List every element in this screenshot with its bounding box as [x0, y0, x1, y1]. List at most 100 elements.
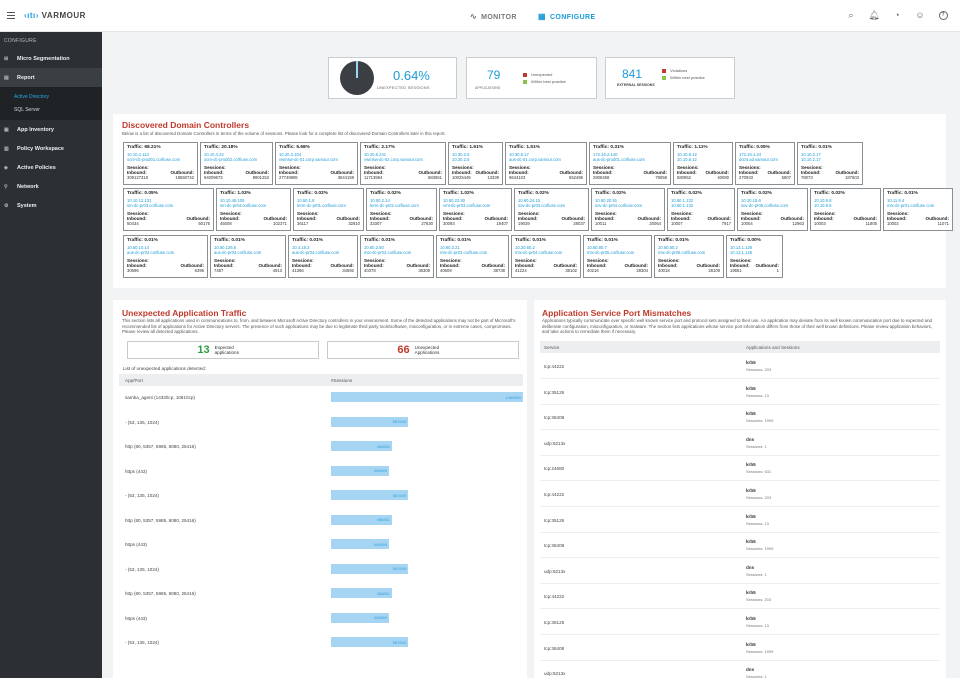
dc-ip-link[interactable]: 10.60.22.80	[443, 198, 466, 203]
dc-tile[interactable]: Traffic: 0.01% 10.60.80.2 mtx-dc-pr06.corf…	[654, 235, 724, 278]
dc-host-link[interactable]: 10.10.9.8	[814, 203, 832, 208]
dc-tile[interactable]: Traffic: 0.02% 10.50.1.8 term-dc-pr01.corf…	[293, 188, 364, 231]
dc-host-link[interactable]: aus-dc-pr04.corfiuse.com	[292, 250, 340, 255]
dc-tile[interactable]: Traffic: 0.31% 172.16.2.140 aus-dc-prod01.…	[589, 142, 671, 185]
dc-host-link[interactable]: sov-dc-pr04.corfiuse.com	[595, 203, 643, 208]
table-row[interactable]: - (53, 135, 1024) 587645	[119, 486, 523, 510]
dc-tile[interactable]: Traffic: 0.02% 10.50.2.14 term-dc-pr02.cor…	[366, 188, 437, 231]
dc-ip-link[interactable]: 10.10.18.6	[741, 198, 761, 203]
dc-ip-link[interactable]: 10.30.2.5	[452, 152, 470, 157]
dc-ip-link[interactable]: 10.60.10.14	[127, 245, 150, 250]
dc-ip-link[interactable]: 10.50.2.14	[370, 198, 390, 203]
dc-host-link[interactable]: 10.30.2.5	[452, 157, 470, 162]
dc-ip-link[interactable]: 10.60.3.21	[440, 245, 460, 250]
dc-tile[interactable]: Traffic: 0.01% 10.4.18.3 aus-dc-pr04.corfi…	[288, 235, 358, 278]
dc-ip-link[interactable]: 10.60.2.50	[364, 245, 384, 250]
expected-apps-box[interactable]: 13 Expected applications	[127, 341, 319, 359]
dc-tile[interactable]: Traffic: 0.02% 10.60.1.132 10.60.1.132 Sess…	[667, 188, 735, 231]
dc-ip-link[interactable]: 10.10.2.113	[127, 152, 149, 157]
sidebar-item-policy-workspace[interactable]: ▥ Policy Workspace	[0, 139, 102, 158]
table-row[interactable]: tcp:35125 krb5 Sessions: 13	[540, 381, 940, 405]
dc-tile[interactable]: Traffic: 0.00% 10.13.1.126 10.13.1.126 Sess…	[726, 235, 783, 278]
table-row[interactable]: tcp:35125 krb5 Sessions: 13	[540, 509, 940, 533]
dc-ip-link[interactable]: 10.10.9.8	[814, 198, 832, 203]
table-row[interactable]: tcp:44222 krb5 Sessions: 203	[540, 355, 940, 379]
dc-ip-link[interactable]: 172.16.1.24	[739, 152, 762, 157]
dc-tile[interactable]: Traffic: 1.11% 10.10.8.12 10.10.8.12 Sessio…	[673, 142, 733, 185]
dc-ip-link[interactable]: 10.60.126.5	[214, 245, 237, 250]
dc-tile[interactable]: Traffic: 0.01% 10.11.9.4 mtx-dc-pr01.corfi…	[883, 188, 953, 231]
dc-ip-link[interactable]: 10.50.1.8	[297, 198, 315, 203]
dc-host-link[interactable]: ocm-dc-prod01.corfiuse.com	[127, 157, 181, 162]
table-row[interactable]: http (80, 5357, 5985, 8080, 25416) 466831	[119, 511, 523, 535]
dc-tile[interactable]: Traffic: 0.02% 10.60.20.91 sov-dc-pr04.cor…	[591, 188, 665, 231]
user-icon[interactable]: ☺	[915, 10, 925, 20]
dc-tile[interactable]: Traffic: 1.51% 10.30.5.17 aus-dc-01.corp.v…	[505, 142, 587, 185]
table-row[interactable]: tcp:36408 krb5 Sessions: 1999	[540, 406, 940, 431]
sidebar-subitem-sql-server[interactable]: SQL Server	[14, 106, 40, 113]
bell-icon[interactable]: 🔔︎	[868, 9, 880, 20]
table-row[interactable]: https (443) 440659	[119, 609, 523, 633]
dc-host-link[interactable]: aus-dc-01.corp.vamour.com	[509, 157, 561, 162]
dc-tile[interactable]: Traffic: 0.01% 10.60.3.21 mtx-dc-pr03.corf…	[436, 235, 509, 278]
sidebar-item-network[interactable]: ⚲ Network	[0, 177, 102, 196]
dc-tile[interactable]: Traffic: 20.18% 10.10.4.22 ocm-dc-prod02.c…	[200, 142, 273, 185]
sidebar-item-active-policies[interactable]: ◈ Active Policies	[0, 158, 102, 177]
dc-tile[interactable]: Traffic: 0.01% 10.10.2.17 10.10.2.17 Sessio…	[797, 142, 863, 185]
table-row[interactable]: https (443) 440659	[119, 462, 523, 486]
dc-tile[interactable]: Traffic: 0.01% 10.60.10.14 aus-dc-pr02.cor…	[123, 235, 208, 278]
dc-host-link[interactable]: 10.60.1.132	[671, 203, 694, 208]
pie-icon[interactable]: ◔	[894, 10, 900, 20]
dc-host-link[interactable]: term-dc-pr01.corfiuse.com	[297, 203, 346, 208]
dc-host-link[interactable]: sov-dc-pr03.corfiuse.com	[518, 203, 566, 208]
dc-ip-link[interactable]: 10.4.18.3	[292, 245, 310, 250]
dc-host-link[interactable]: aus-dc-pr03.corfiuse.com	[214, 250, 262, 255]
table-row[interactable]: - (53, 135, 1024) 587645	[119, 633, 523, 657]
dc-tile[interactable]: Traffic: 1.61% 10.30.2.5 10.30.2.5 Sessions…	[448, 142, 503, 185]
dc-ip-link[interactable]: 10.10.46.105	[220, 198, 245, 203]
table-row[interactable]: http (80, 5357, 5985, 8080, 25416) 466831	[119, 584, 523, 608]
dc-host-link[interactable]: vwmsw-dc-02.corp.vamour.com	[364, 157, 423, 162]
table-row[interactable]: tcp:35125 krb5 Sessions: 13	[540, 611, 940, 635]
dc-host-link[interactable]: mtx-dc-pr01.corfiuse.com	[887, 203, 935, 208]
dc-ip-link[interactable]: 10.11.9.4	[887, 198, 905, 203]
dc-host-link[interactable]: vwmsw-dc-01.corp.vamour.com	[279, 157, 338, 162]
dc-tile[interactable]: Traffic: 0.02% 10.10.18.6 sov-dc-pr05.corf…	[737, 188, 808, 231]
dc-tile[interactable]: Traffic: 2.17% 10.20.6.241 vwmsw-dc-02.cor…	[360, 142, 446, 185]
dc-ip-link[interactable]: 10.10.2.17	[801, 152, 821, 157]
table-row[interactable]: tcp:24680 krb5 Sessions: 631	[540, 457, 940, 482]
dc-tile[interactable]: Traffic: 0.05% 172.16.1.24 dc04.ad.vamour.…	[735, 142, 795, 185]
dc-host-link[interactable]: sm-dc-pr04.corfiuse.com	[220, 203, 267, 208]
dc-host-link[interactable]: 10.13.1.126	[730, 250, 753, 255]
dc-tile[interactable]: Traffic: 1.02% 10.60.22.80 vmt-dc-pr03.cor…	[439, 188, 512, 231]
sidebar-item-report[interactable]: ▤ Report	[0, 68, 102, 87]
nav-monitor[interactable]: ∿ MONITOR	[470, 12, 517, 21]
sidebar-item-micro-segmentation[interactable]: ⊞ Micro Segmentation	[0, 49, 102, 68]
search-icon[interactable]: ⌕	[848, 9, 854, 20]
dc-host-link[interactable]: mtx-dc-pr03.corfiuse.com	[440, 250, 488, 255]
table-row[interactable]: - (53, 135, 1024) 587645	[119, 413, 523, 437]
dc-tile[interactable]: Traffic: 68.21% 10.10.2.113 ocm-dc-prod01.…	[123, 142, 198, 185]
dc-tile[interactable]: Traffic: 0.02% 10.10.9.8 10.10.9.8 Sessions…	[810, 188, 881, 231]
dc-host-link[interactable]: 10.10.2.17	[801, 157, 821, 162]
dc-host-link[interactable]: ocm-dc-prod02.corfiuse.com	[204, 157, 258, 162]
dc-tile[interactable]: Traffic: 0.05% 10.10.12.131 sm-dc-pr03.cor…	[123, 188, 214, 231]
dc-host-link[interactable]: 10.10.8.12	[677, 157, 697, 162]
sidebar-item-system[interactable]: ⚙ System	[0, 196, 102, 215]
sidebar-subitem-active-directory[interactable]: Active Directory	[14, 93, 50, 100]
dc-ip-link[interactable]: 172.16.2.140	[593, 152, 618, 157]
dc-tile[interactable]: Traffic: 0.01% 10.60.126.5 aus-dc-pr03.cor…	[210, 235, 286, 278]
logo[interactable]: ‹ıtı› VARMOUR	[24, 11, 86, 20]
dc-ip-link[interactable]: 10.60.80.2	[658, 245, 678, 250]
dc-host-link[interactable]: sm-dc-pr03.corfiuse.com	[127, 203, 174, 208]
dc-host-link[interactable]: sov-dc-pr05.corfiuse.com	[741, 203, 789, 208]
sidebar-item-app-inventory[interactable]: ▣ App Inventory	[0, 120, 102, 139]
help-icon[interactable]: ?	[936, 8, 950, 22]
dc-ip-link[interactable]: 10.10.4.22	[204, 152, 224, 157]
dc-host-link[interactable]: mtx-dc-pr06.corfiuse.com	[658, 250, 706, 255]
table-row[interactable]: samba_agent (1433/tcp, 1061/tcp) 1462800	[119, 388, 523, 412]
table-row[interactable]: https (443) 440659	[119, 535, 523, 559]
table-row[interactable]: http (80, 5357, 5985, 8080, 25416) 466831	[119, 437, 523, 461]
dc-host-link[interactable]: mtx-dc-pr02.corfiuse.com	[364, 250, 412, 255]
dc-host-link[interactable]: aus-dc-prod01.corfiuse.com	[593, 157, 645, 162]
